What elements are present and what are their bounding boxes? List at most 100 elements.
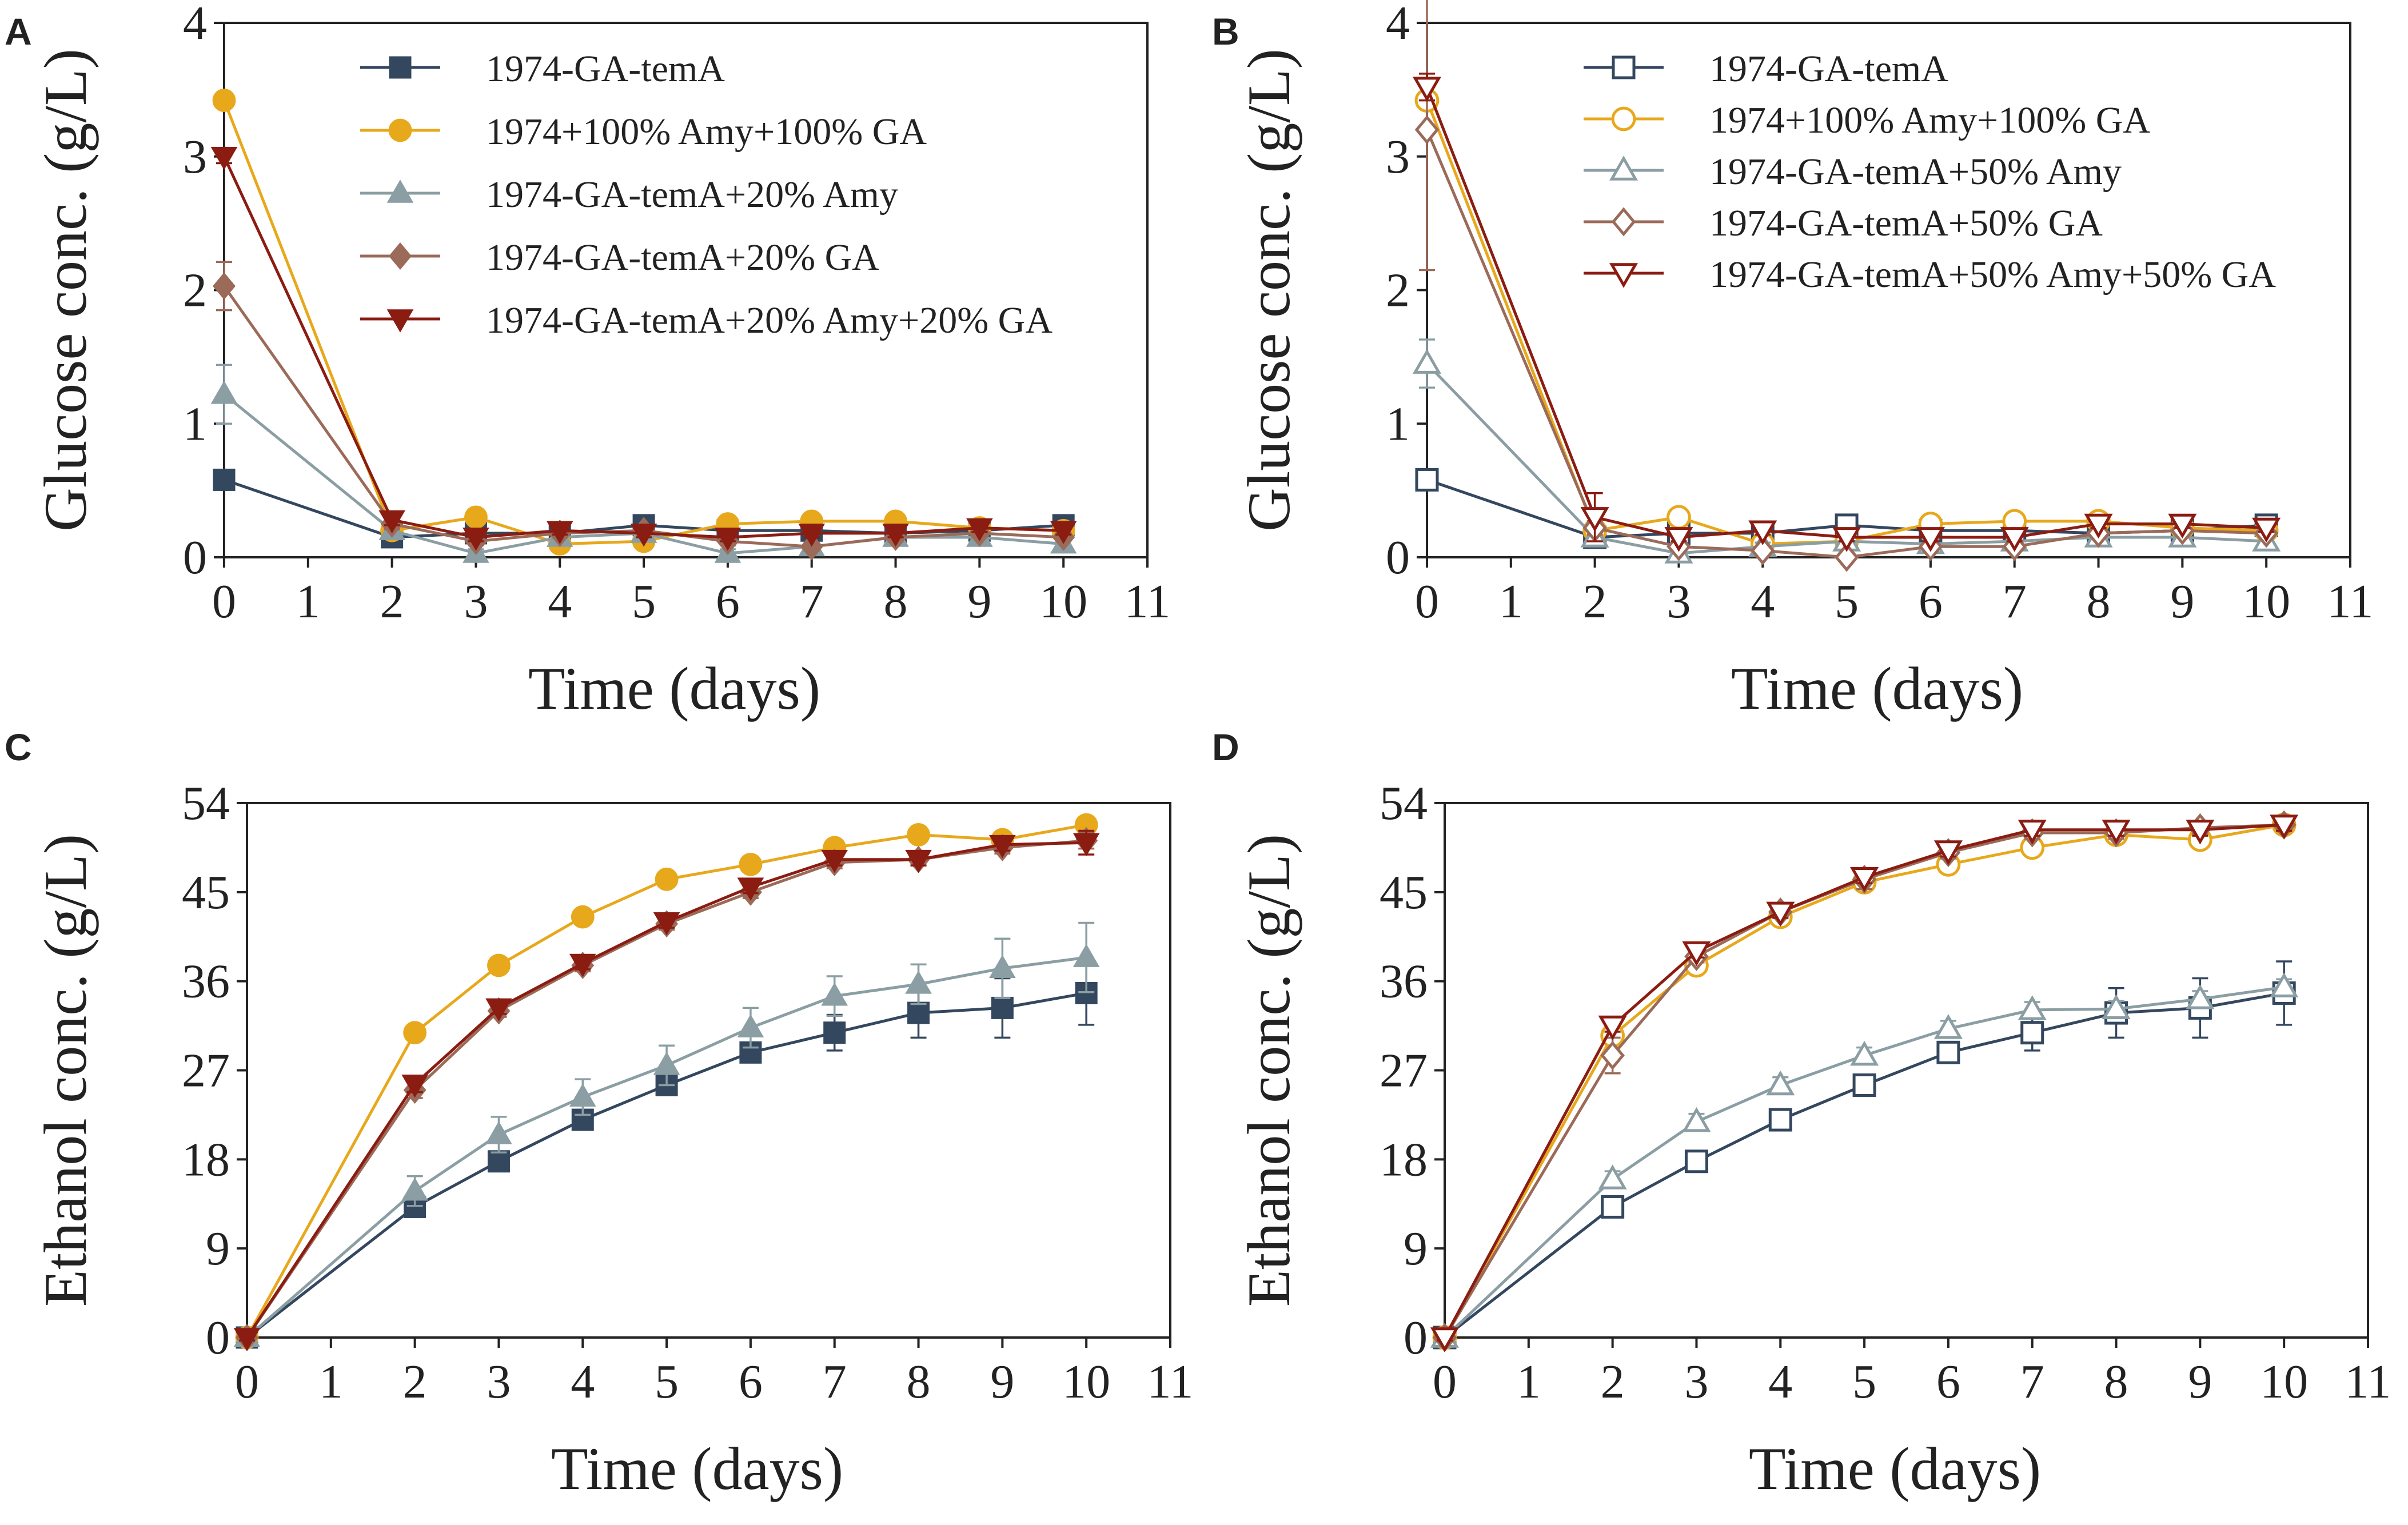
y-tick-label: 36 <box>182 955 230 1008</box>
series-group-a <box>210 89 1077 563</box>
y-tick-label: 1 <box>183 397 207 450</box>
data-point <box>2168 513 2197 539</box>
legend-item: 1974-GA-temA+20% GA <box>360 237 879 278</box>
series-line <box>1425 86 2267 539</box>
data-point <box>2186 819 2215 845</box>
data-point <box>1412 77 1442 102</box>
legend-item: 1974+100% Amy+100% GA <box>360 111 927 153</box>
x-tick-label: 1 <box>319 1355 343 1408</box>
legend-label: 1974-GA-temA <box>486 48 725 90</box>
data-point <box>210 381 238 404</box>
data-point <box>1936 1040 1960 1064</box>
series-1974-ga-tema <box>236 960 1098 1349</box>
x-tick-label: 1 <box>1517 1355 1541 1408</box>
data-point <box>2084 513 2113 539</box>
data-point <box>569 953 596 977</box>
data-point <box>463 528 489 551</box>
legend-label: 1974+100% Amy+100% GA <box>486 111 927 153</box>
x-tick-label: 10 <box>1062 1355 1110 1408</box>
data-point <box>1682 941 1711 967</box>
x-tick-label: 10 <box>2260 1355 2308 1408</box>
x-tick-label: 7 <box>800 575 824 628</box>
legend-item: 1974-GA-temA+50% Amy <box>1584 151 2122 193</box>
data-point <box>464 505 488 529</box>
x-tick-label: 0 <box>1433 1355 1457 1408</box>
y-tick-label: 9 <box>206 1222 230 1275</box>
panel-b: B 0 1 2 3 4 5 6 7 8 9 10 11 Time (days) 0 1 2 3 4 Glucose c… <box>1212 0 2373 722</box>
data-point <box>821 849 848 873</box>
x-tick-label: 4 <box>548 575 572 628</box>
x-tick-label: 5 <box>655 1355 679 1408</box>
x-tick-label: 2 <box>403 1355 427 1408</box>
y-tick-label: 0 <box>183 531 207 584</box>
series-group-b <box>1412 0 2281 572</box>
series-line <box>245 841 1087 1339</box>
data-point <box>1600 1041 1625 1071</box>
series-line <box>1444 985 2285 1339</box>
data-point <box>2102 994 2131 1019</box>
y-tick-label: 27 <box>1380 1044 1428 1097</box>
data-point <box>485 1121 512 1144</box>
data-point <box>1050 521 1077 544</box>
data-point <box>1073 944 1100 967</box>
y-tick-label: 45 <box>1380 866 1428 919</box>
data-point <box>233 1328 261 1351</box>
y-tick-label: 18 <box>1380 1133 1428 1186</box>
data-point <box>989 835 1016 859</box>
x-tick-label: 2 <box>1583 575 1607 628</box>
data-point <box>1748 520 1777 545</box>
legend-label: 1974-GA-temA+50% Amy <box>1709 151 2122 193</box>
data-point <box>653 912 680 936</box>
x-tick-label: 10 <box>1039 575 1087 628</box>
x-tick-label: 11 <box>2345 1355 2391 1408</box>
y-tick-label: 0 <box>1404 1311 1428 1364</box>
data-point <box>210 146 238 170</box>
x-tick-label: 4 <box>1751 575 1775 628</box>
y-tick-label: 0 <box>206 1311 230 1364</box>
y-tick-label: 36 <box>1380 955 1428 1008</box>
x-tick-label: 0 <box>235 1355 259 1408</box>
data-point <box>2018 995 2047 1020</box>
legend-marker <box>1611 207 1636 237</box>
data-point <box>2270 815 2299 840</box>
x-tick-label: 7 <box>2020 1355 2044 1408</box>
data-point <box>1415 468 1439 492</box>
x-tick-label: 8 <box>907 1355 931 1408</box>
panel-label-d: D <box>1212 726 1239 768</box>
data-point <box>213 468 236 491</box>
data-point <box>1850 1040 1879 1066</box>
legend-item: 1974+100% Amy+100% GA <box>1584 99 2150 141</box>
legend-label: 1974-GA-temA+20% Amy <box>486 174 898 215</box>
x-tick-label: 8 <box>2087 575 2111 628</box>
series-line <box>246 991 1087 1339</box>
series-line <box>222 155 1064 539</box>
data-point <box>1664 527 1693 552</box>
data-point <box>401 1074 428 1098</box>
y-axis-c: 0 9 18 27 36 45 54 <box>182 777 247 1364</box>
legend-marker <box>1609 263 1638 288</box>
series-line <box>222 99 1064 546</box>
data-point <box>1682 1107 1711 1132</box>
panel-label-c: C <box>5 726 32 768</box>
series-line <box>1443 823 2285 1339</box>
y-axis-d: 0 9 18 27 36 45 54 <box>1380 777 1445 1364</box>
series-line <box>1425 129 2267 559</box>
data-point <box>2000 527 2029 552</box>
y-axis-title-b: Glucose conc. (g/L) <box>1235 49 1302 532</box>
x-tick-label: 3 <box>1667 575 1691 628</box>
data-point <box>1766 901 1795 927</box>
data-point <box>1684 1149 1708 1173</box>
legend-item: 1974-GA-temA+50% GA <box>1584 202 2103 244</box>
series-line <box>1443 823 2285 1339</box>
data-point <box>653 1052 680 1075</box>
data-point <box>212 89 236 112</box>
legend-label: 1974-GA-temA+20% Amy+20% GA <box>486 300 1052 341</box>
x-tick-label: 5 <box>1852 1355 1876 1408</box>
y-tick-label: 18 <box>182 1133 230 1186</box>
data-point <box>1933 1014 1963 1039</box>
data-point <box>1073 833 1100 856</box>
data-point <box>1414 115 1440 145</box>
